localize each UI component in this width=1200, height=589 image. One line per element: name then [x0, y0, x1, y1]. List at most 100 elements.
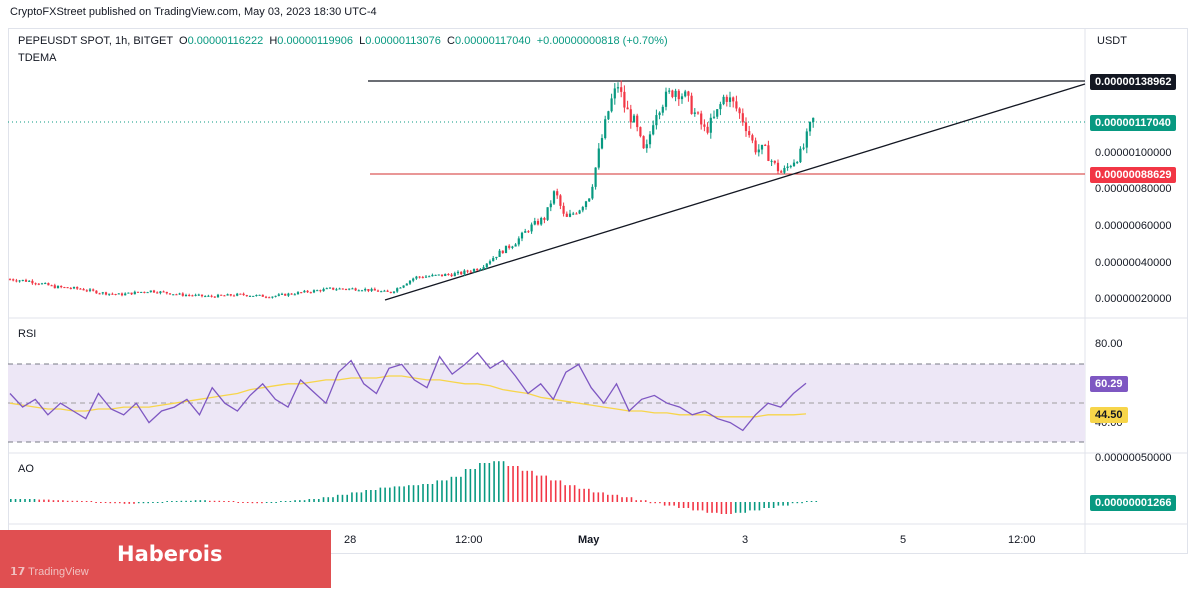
- candle-body: [76, 287, 79, 289]
- candle-body: [261, 294, 264, 297]
- ao-bar: [687, 502, 690, 508]
- chart-legend[interactable]: PEPEUSDT SPOT, 1h, BITGET O0.00000116222…: [18, 35, 668, 47]
- candle-body: [450, 274, 453, 277]
- ao-bar: [194, 500, 197, 502]
- candle-body: [399, 287, 402, 289]
- legend-high-label: H: [269, 35, 278, 47]
- candle-body: [549, 203, 552, 208]
- candle-body: [258, 294, 261, 296]
- ao-bar: [540, 475, 543, 502]
- candle-body: [533, 221, 536, 225]
- candle-body: [373, 288, 376, 291]
- rsi-pane-label[interactable]: RSI: [18, 328, 37, 340]
- candle-body: [72, 287, 76, 289]
- ao-bar: [261, 502, 263, 504]
- ao-bar: [531, 470, 533, 502]
- candle-body: [98, 293, 101, 295]
- ao-bar: [592, 492, 595, 502]
- rsi-line: [9, 351, 807, 432]
- candle-body: [181, 293, 184, 296]
- publisher-line: CryptoFXStreet published on TradingView.…: [10, 6, 377, 18]
- ao-bar: [284, 501, 287, 502]
- candle-body: [783, 168, 786, 173]
- candle-body: [120, 293, 124, 296]
- candle-body: [626, 107, 629, 110]
- ao-bar: [753, 502, 756, 511]
- ao-bar: [436, 480, 439, 502]
- ao-bar: [678, 502, 680, 508]
- ao-bar: [33, 499, 36, 502]
- ao-bar: [744, 502, 747, 513]
- ao-bar: [654, 502, 656, 504]
- ao-bar: [772, 502, 775, 508]
- ao-bar: [730, 502, 732, 514]
- ao-axis-tick: 0.00000050000: [1095, 452, 1172, 464]
- ao-bar: [431, 484, 434, 502]
- candle-body: [376, 290, 380, 292]
- candle-body: [114, 294, 117, 296]
- candle-body: [207, 295, 210, 297]
- candle-body: [415, 276, 418, 279]
- ao-bar: [640, 500, 642, 502]
- ao-bar: [355, 492, 358, 502]
- time-tick: 12:00: [455, 534, 483, 546]
- candle-body: [664, 91, 668, 107]
- candle-body: [159, 291, 162, 294]
- candle-body: [431, 274, 434, 277]
- candle-body: [242, 293, 245, 296]
- candle-body: [536, 221, 540, 225]
- chart-frame[interactable]: [8, 28, 1188, 554]
- ao-bar: [516, 466, 519, 502]
- candle-body: [456, 271, 460, 274]
- candle-body: [197, 294, 200, 296]
- candle-body: [226, 294, 229, 296]
- ao-bar: [810, 501, 813, 502]
- candle-body: [421, 277, 424, 279]
- ao-bar: [578, 488, 581, 502]
- candle-body: [117, 293, 120, 295]
- candle-body: [472, 269, 476, 272]
- tradingview-brand: TradingView: [28, 566, 89, 578]
- ao-bar: [66, 500, 69, 502]
- candle-body: [568, 213, 572, 217]
- rsi-ma-value-tag: 44.50: [1090, 407, 1128, 423]
- candle-body: [748, 131, 751, 136]
- candle-body: [194, 294, 197, 296]
- candle-body: [354, 288, 357, 291]
- candle-body: [232, 295, 236, 297]
- support-price-tag: 0.00000088629: [1090, 167, 1177, 183]
- candle-body: [760, 144, 764, 150]
- ao-bar: [265, 502, 268, 503]
- resistance-price-tag: 0.00000138962: [1090, 74, 1177, 90]
- indicator-tdema-label[interactable]: TDEMA: [18, 52, 57, 64]
- candle-body: [642, 136, 645, 149]
- candle-body: [284, 293, 287, 296]
- ao-bar: [14, 499, 17, 502]
- ao-bar: [692, 502, 694, 511]
- ao-bar: [550, 480, 552, 502]
- candle-body: [463, 270, 466, 275]
- candle-body: [572, 213, 575, 215]
- candle-body: [200, 294, 204, 297]
- candle-body: [802, 147, 805, 149]
- candle-body: [79, 288, 82, 290]
- ao-bar: [673, 502, 675, 506]
- ao-pane-label[interactable]: AO: [18, 463, 34, 475]
- candle-body: [210, 295, 213, 297]
- ao-bar: [90, 501, 93, 502]
- ao-bar: [806, 501, 808, 502]
- candles-group: [8, 80, 815, 299]
- candle-body: [111, 293, 114, 295]
- candle-body: [178, 293, 181, 295]
- ao-bar: [663, 502, 666, 506]
- candle-body: [674, 90, 677, 97]
- ao-bar: [815, 501, 818, 502]
- candle-body: [437, 274, 440, 276]
- ao-bar: [237, 502, 240, 503]
- candle-body: [162, 291, 165, 293]
- candle-body: [332, 287, 335, 290]
- candle-body: [274, 295, 277, 297]
- candle-body: [175, 294, 178, 296]
- ao-bar: [370, 490, 372, 502]
